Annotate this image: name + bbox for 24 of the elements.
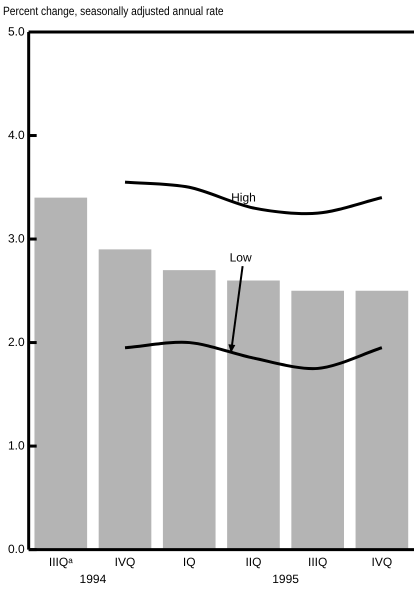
bar bbox=[227, 280, 280, 550]
y-tick-label: 0.0 bbox=[8, 542, 25, 556]
bar bbox=[162, 270, 216, 550]
y-tick-label: 5.0 bbox=[8, 24, 25, 38]
text: 1994 bbox=[80, 572, 107, 586]
x-tick-label: IIIQᵃ bbox=[48, 555, 74, 570]
x-tick-label: IIQ bbox=[245, 555, 262, 570]
text: 1995 bbox=[272, 572, 300, 586]
bar bbox=[98, 249, 152, 550]
x-tick-label: IVQ bbox=[114, 555, 136, 570]
y-tick-label: 2.0 bbox=[8, 334, 25, 349]
text: Low bbox=[230, 250, 252, 264]
y-axis-title: Percent change, seasonally adjusted annual rate bbox=[3, 4, 224, 18]
x-tick-label: IQ bbox=[182, 555, 196, 570]
y-tick-label: 4.0 bbox=[8, 128, 25, 142]
y-tick-label: 1.0 bbox=[8, 438, 25, 452]
bar bbox=[34, 198, 88, 550]
bar bbox=[356, 290, 408, 550]
x-tick-label: IIIQ bbox=[308, 555, 328, 570]
y-tick-label: 3.0 bbox=[8, 231, 25, 246]
line-series bbox=[124, 180, 384, 216]
series-label: High bbox=[231, 190, 256, 204]
x-tick-label: IVQ bbox=[372, 555, 392, 570]
bar bbox=[291, 290, 344, 550]
